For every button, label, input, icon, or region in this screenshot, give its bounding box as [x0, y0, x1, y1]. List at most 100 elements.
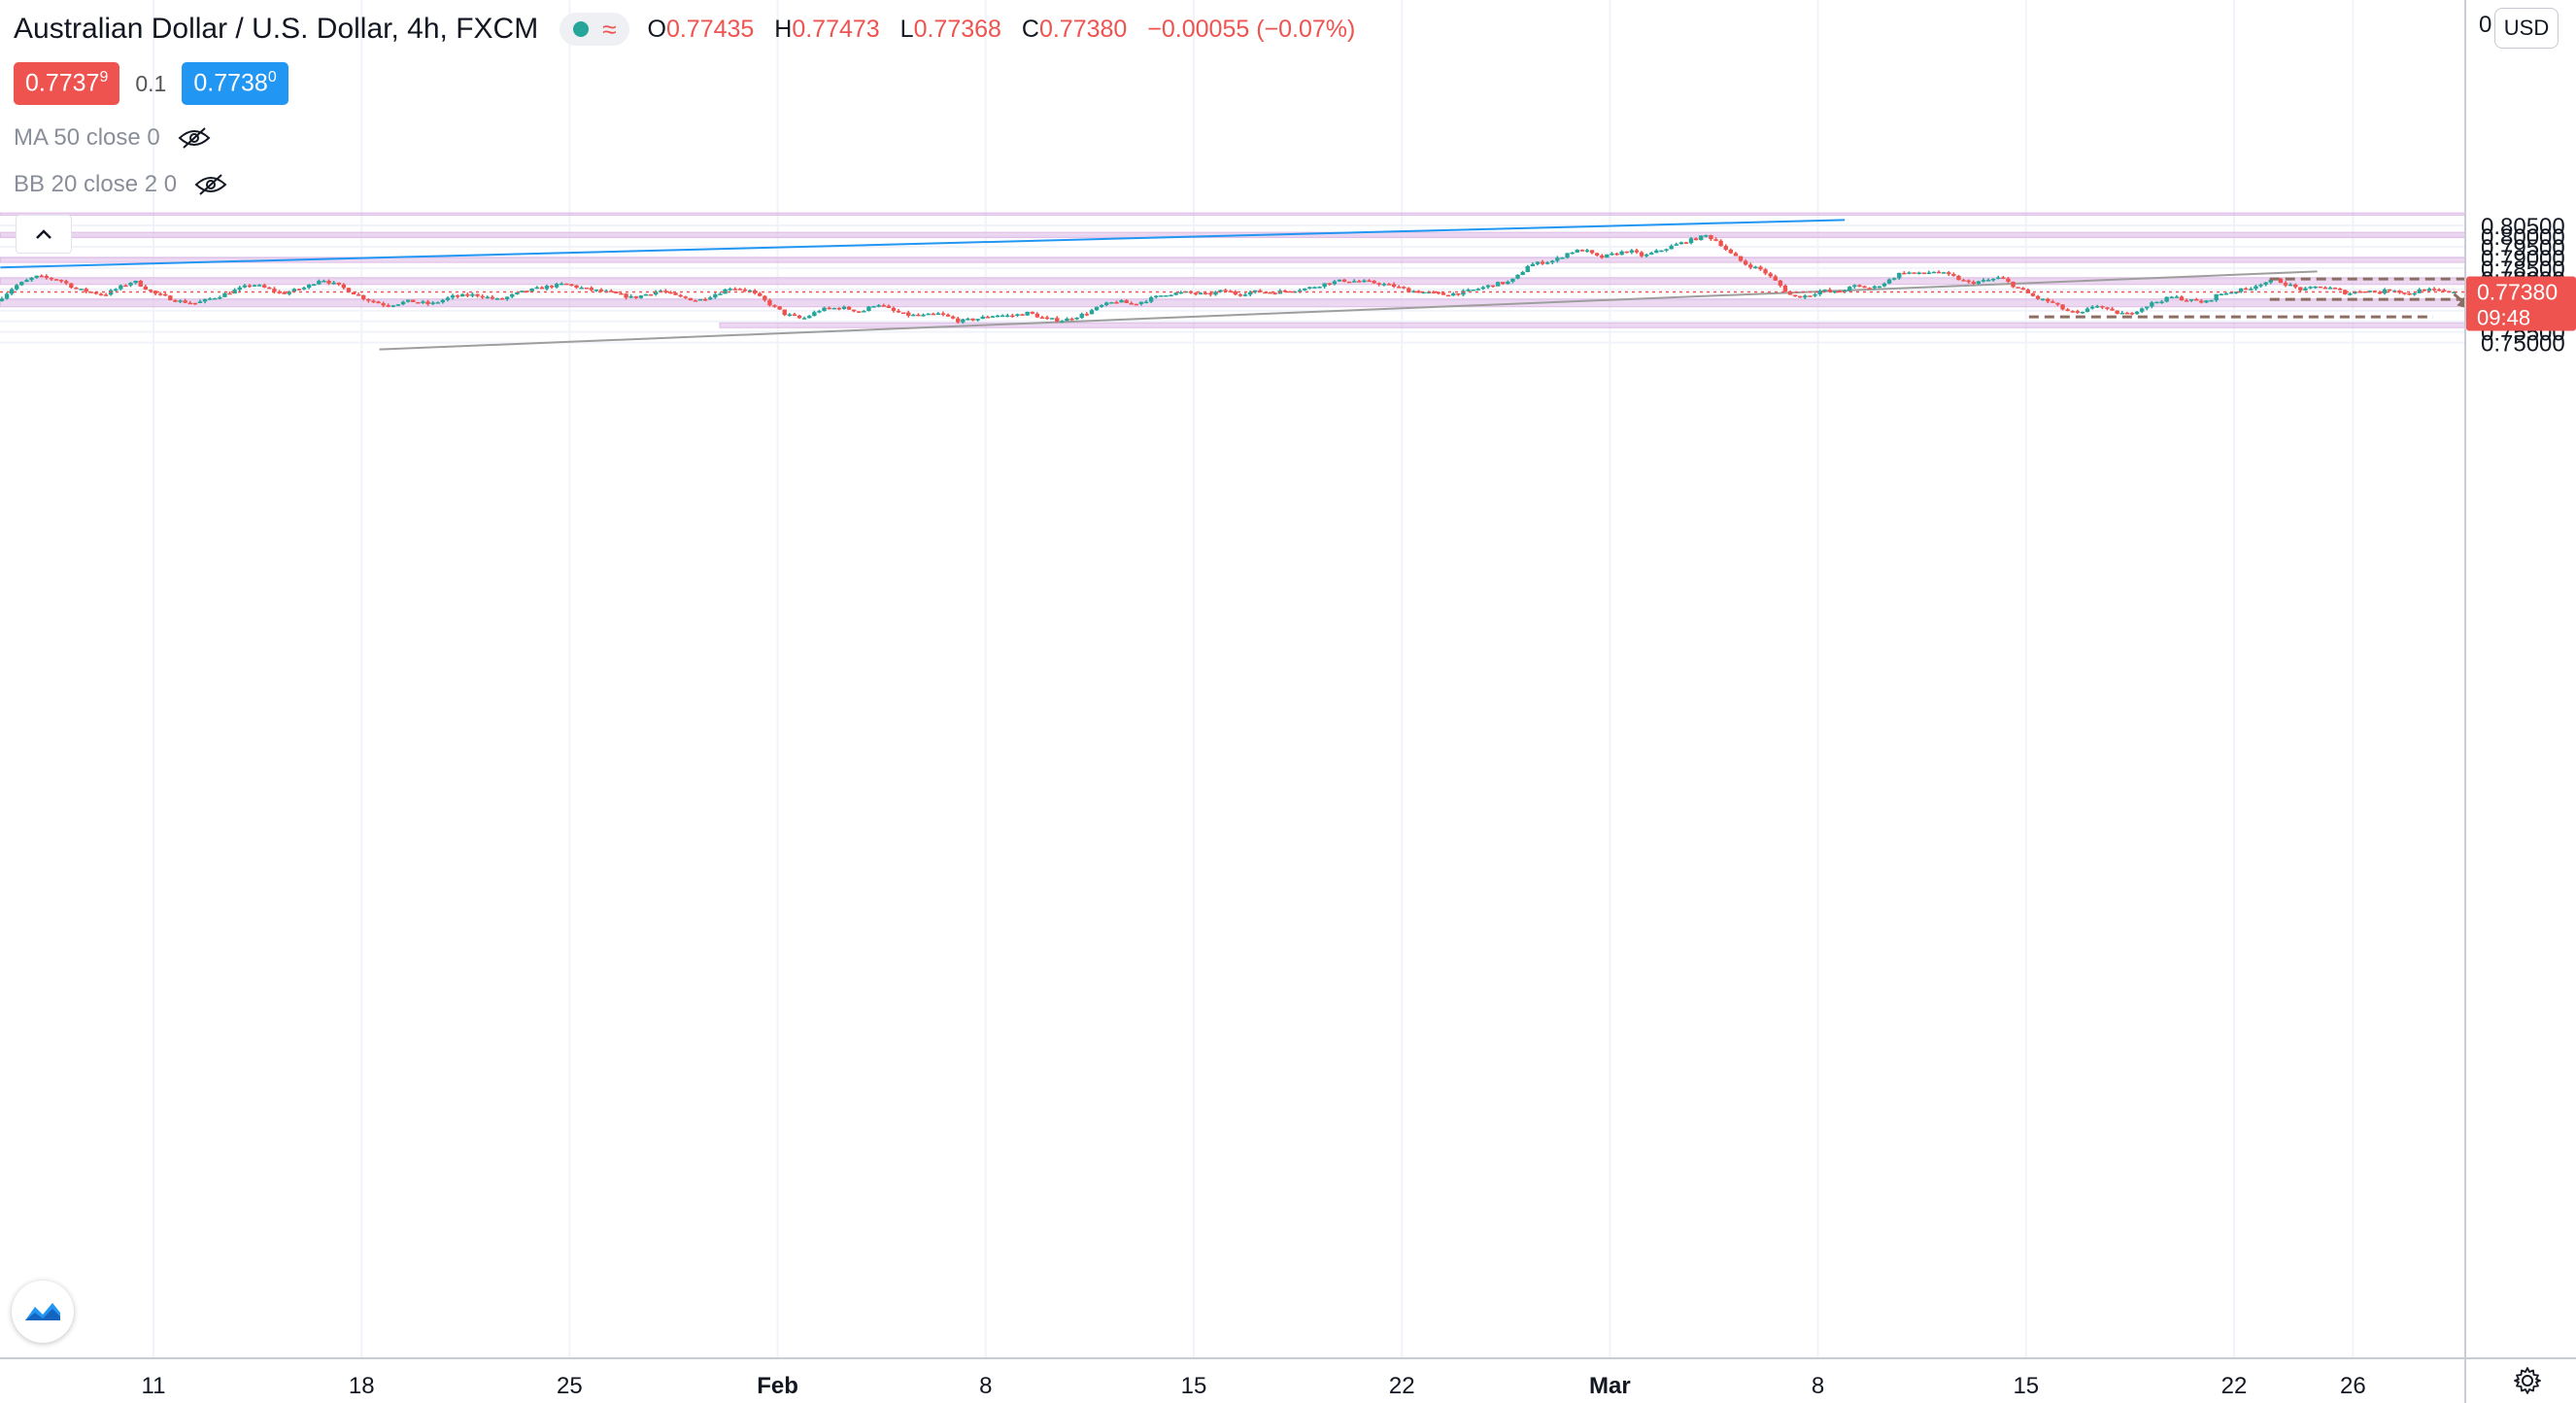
candle-body [2070, 311, 2075, 313]
candle-body [1372, 281, 1376, 284]
candle-body [1792, 294, 1798, 297]
candle-body [1445, 294, 1451, 297]
candle-body [1862, 286, 1867, 289]
candle-body [1039, 317, 1045, 319]
candle-body [197, 301, 203, 303]
candle-body [663, 291, 668, 292]
candle-body [1475, 289, 1480, 291]
currency-button[interactable]: USD [2494, 8, 2559, 49]
high-label: H [774, 15, 793, 43]
support-resistance-zone[interactable] [0, 212, 2466, 217]
candle-body [1297, 290, 1303, 292]
candle-body [1471, 290, 1475, 291]
candle-body [1510, 278, 1515, 282]
candle-body [2367, 291, 2372, 292]
sell-button[interactable]: 0.77379 [14, 62, 120, 105]
candle-body [1654, 250, 1659, 254]
candle-body [1381, 284, 1387, 286]
candle-body [237, 287, 242, 291]
candle-body [2040, 298, 2046, 301]
candle-body [2139, 308, 2145, 312]
candle-body [485, 296, 490, 299]
collapse-legend-button[interactable] [16, 215, 72, 254]
candle-body [470, 293, 475, 296]
candle-body [1570, 252, 1575, 255]
candle-body [44, 276, 50, 278]
candle-body [876, 305, 881, 307]
candle-body [371, 300, 376, 303]
candle-body [9, 289, 15, 294]
candle-body [2100, 306, 2105, 308]
candle-body [2188, 299, 2194, 301]
candle-body [1411, 291, 1416, 292]
candle-body [1886, 279, 1892, 284]
candle-body [693, 300, 698, 302]
candle-body [1907, 272, 1912, 274]
candle-body [1367, 280, 1372, 283]
candle-body [643, 293, 649, 296]
candle-body [2244, 288, 2249, 291]
candle-body [1768, 273, 1773, 277]
candle-body [598, 290, 604, 291]
currency-label: USD [2503, 16, 2550, 40]
time-tick-label: 8 [979, 1373, 992, 1399]
time-tick-label: 25 [557, 1373, 583, 1399]
candle-body [1049, 318, 1055, 320]
candle-body [1312, 287, 1317, 289]
candle-body [425, 301, 430, 304]
candle-body [1713, 239, 1718, 241]
candle-body [1674, 244, 1678, 246]
candle-body [301, 288, 307, 290]
candle-body [817, 311, 822, 313]
eye-off-icon[interactable] [178, 126, 211, 150]
candle-body [1074, 317, 1079, 320]
candle-body [2318, 286, 2322, 289]
trendline[interactable] [379, 270, 2318, 351]
symbol-title[interactable]: Australian Dollar / U.S. Dollar, 4h, FXC… [14, 13, 539, 45]
indicator-bb[interactable]: BB 20 close 2 0 [14, 165, 227, 204]
candle-body [2407, 292, 2412, 295]
chart-settings-button[interactable] [2510, 1363, 2545, 1398]
candle-body [1322, 283, 1327, 288]
buy-button[interactable]: 0.77380 [182, 62, 288, 105]
candle-body [1129, 302, 1134, 305]
candle-body [317, 281, 322, 285]
trendline[interactable] [0, 219, 1846, 269]
candle-body [1352, 281, 1357, 283]
candle-body [782, 309, 787, 316]
candle-body [881, 305, 886, 307]
candle-body [2046, 298, 2051, 302]
candle-body [1178, 291, 1183, 294]
candle-body [2119, 312, 2124, 315]
candle-body [395, 304, 401, 306]
indicator-ma[interactable]: MA 50 close 0 [14, 119, 211, 157]
market-status-pill[interactable]: ≈ [559, 13, 630, 46]
candle-body [2278, 278, 2284, 284]
candle-body [2080, 311, 2085, 314]
candle-body [1094, 306, 1100, 311]
price-axis[interactable] [2465, 0, 2576, 1403]
candle-body [1337, 279, 1342, 282]
candle-body [1976, 281, 1982, 285]
candle-body [2298, 287, 2303, 291]
candle-body [1530, 263, 1536, 266]
candle-body [1154, 295, 1159, 297]
candle-body [421, 301, 425, 303]
candle-body [1357, 281, 1362, 283]
time-axis[interactable] [0, 1358, 2576, 1403]
tradingview-logo[interactable] [12, 1281, 74, 1343]
candle-body [1138, 301, 1144, 304]
candle-body [1520, 272, 1525, 276]
candle-body [272, 289, 277, 292]
candle-body [1956, 275, 1961, 281]
low-value: 0.77368 [913, 15, 1001, 43]
eye-off-icon[interactable] [194, 173, 227, 196]
candle-body [39, 275, 44, 278]
candle-body [1020, 314, 1025, 316]
candle-body [797, 315, 802, 319]
candle-body [2238, 288, 2244, 292]
candle-body [252, 285, 257, 287]
candle-body [2075, 311, 2081, 313]
